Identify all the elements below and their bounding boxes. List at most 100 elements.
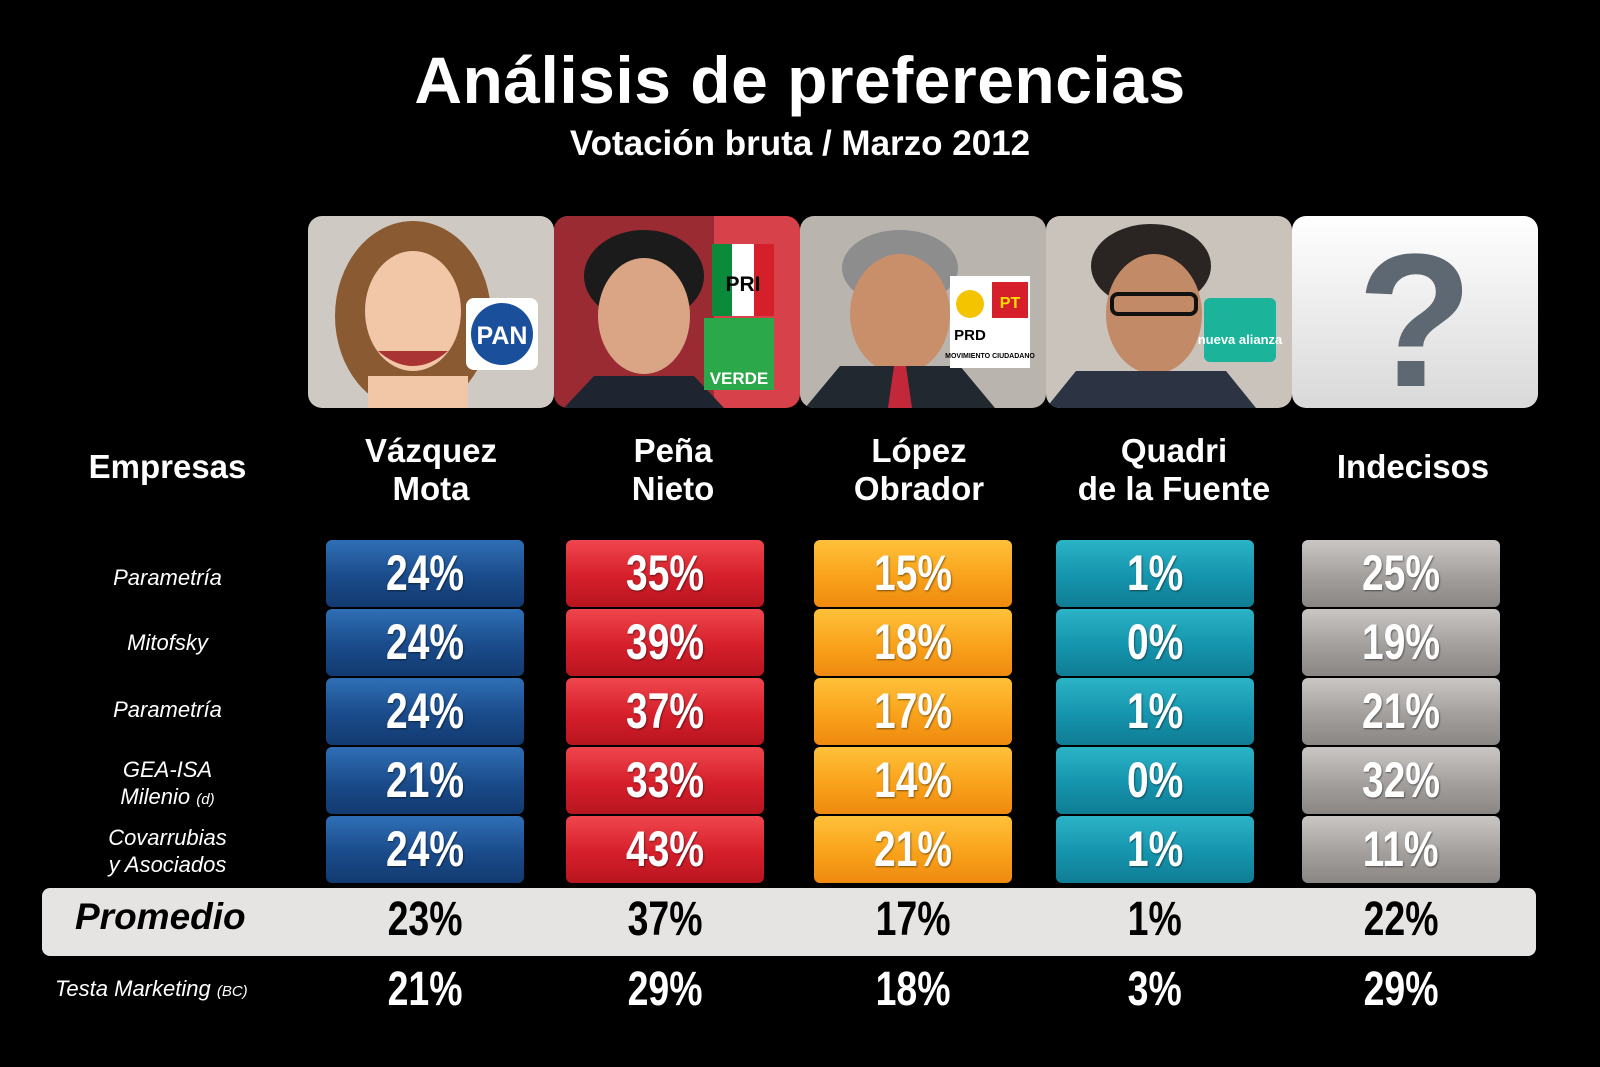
candidate-photo-pena-nieto: PRI VERDE xyxy=(554,216,800,408)
average-row xyxy=(42,888,1536,956)
poll-cell: 43% xyxy=(566,816,764,883)
poll-value: 21% xyxy=(873,821,953,877)
pan-logo-icon: PAN xyxy=(466,298,538,370)
poll-value: 43% xyxy=(625,821,705,877)
candidate-header-lopez-obrador: López Obrador xyxy=(806,432,1032,508)
poll-cell: 1% xyxy=(1056,540,1254,607)
party-logo-label: VERDE xyxy=(710,369,769,388)
candidate-header-quadri: Quadri de la Fuente xyxy=(1046,432,1302,508)
poll-cell: 32% xyxy=(1302,747,1500,814)
company-label: GEA-ISA Milenio (d) xyxy=(120,757,215,809)
candidate-name-line1: Peña xyxy=(633,432,713,469)
poll-value: 11% xyxy=(1363,821,1439,877)
nueva-alianza-logo-icon: nueva alianza xyxy=(1198,298,1283,362)
candidate-photo-lopez-obrador: PRD PT MOVIMIENTO CIUDADANO xyxy=(800,216,1046,408)
party-logo-label: PAN xyxy=(477,322,528,350)
verde-logo-icon: VERDE xyxy=(704,318,774,390)
candidate-header-indecisos: Indecisos xyxy=(1300,448,1526,486)
poll-cell: 0% xyxy=(1056,747,1254,814)
poll-cell: 39% xyxy=(566,609,764,676)
poll-cell: 24% xyxy=(326,540,524,607)
average-value: 22% xyxy=(1363,893,1439,946)
company-label: Parametría xyxy=(113,565,222,590)
poll-cell: 1% xyxy=(1056,678,1254,745)
poll-cell: 21% xyxy=(326,747,524,814)
poll-value: 1% xyxy=(1126,683,1184,739)
poll-cell: 17% xyxy=(814,678,1012,745)
candidate-name-line1: Quadri xyxy=(1120,432,1228,469)
testa-value: 3% xyxy=(1127,963,1183,1016)
undecided-tile: ? xyxy=(1292,216,1538,408)
average-value: 1% xyxy=(1127,893,1183,946)
chart-subtitle: Votación bruta / Marzo 2012 xyxy=(569,124,1031,163)
party-logo-label: MOVIMIENTO CIUDADANO xyxy=(945,353,1035,360)
candidate-name-line2: Nieto xyxy=(631,470,715,507)
average-label: Promedio xyxy=(75,896,246,937)
party-logo-label: PRD xyxy=(954,327,986,344)
poll-value: 21% xyxy=(1361,683,1441,739)
poll-value: 19% xyxy=(1361,614,1441,670)
poll-value: 0% xyxy=(1126,614,1184,670)
average-value: 17% xyxy=(875,893,951,946)
poll-value: 18% xyxy=(873,614,953,670)
party-logo-label: PT xyxy=(1000,295,1021,312)
company-label: Mitofsky xyxy=(127,630,208,655)
poll-value: 24% xyxy=(385,545,465,601)
poll-cell: 35% xyxy=(566,540,764,607)
poll-value: 14% xyxy=(873,752,953,808)
party-logo-label: PRI xyxy=(725,273,760,296)
testa-value: 21% xyxy=(387,963,463,1016)
poll-cell: 25% xyxy=(1302,540,1500,607)
poll-value: 0% xyxy=(1126,752,1184,808)
average-value: 37% xyxy=(627,893,703,946)
poll-cell: 11% xyxy=(1302,816,1500,883)
poll-cell: 19% xyxy=(1302,609,1500,676)
candidate-photo-quadri: nueva alianza xyxy=(1046,216,1292,408)
company-label: Covarrubias y Asociados xyxy=(108,825,227,877)
poll-value: 35% xyxy=(625,545,705,601)
poll-cell: 0% xyxy=(1056,609,1254,676)
candidate-name-line2: Mota xyxy=(392,470,470,507)
poll-cell: 18% xyxy=(814,609,1012,676)
party-logo-label: nueva alianza xyxy=(1198,332,1283,347)
poll-cell: 24% xyxy=(326,678,524,745)
poll-value: 24% xyxy=(385,683,465,739)
companies-header: Empresas xyxy=(88,448,247,485)
pri-logo-icon: PRI xyxy=(712,244,774,316)
poll-value: 15% xyxy=(873,545,953,601)
testa-value: 29% xyxy=(627,963,703,1016)
chart-title: Análisis de preferencias xyxy=(414,43,1186,117)
candidate-name-line1: Indecisos xyxy=(1336,448,1490,485)
candidate-header-vazquez-mota: Vázquez Mota xyxy=(318,432,544,508)
question-mark-icon: ? xyxy=(1357,216,1473,408)
poll-cell: 14% xyxy=(814,747,1012,814)
poll-cell: 21% xyxy=(1302,678,1500,745)
poll-value: 39% xyxy=(625,614,705,670)
company-label: Parametría xyxy=(113,697,222,722)
poll-cell: 15% xyxy=(814,540,1012,607)
poll-cell: 1% xyxy=(1056,816,1254,883)
candidate-header-pena-nieto: Peña Nieto xyxy=(560,432,786,508)
poll-value: 21% xyxy=(385,752,465,808)
poll-value: 1% xyxy=(1126,821,1184,877)
poll-value: 33% xyxy=(625,752,705,808)
poll-value: 24% xyxy=(385,821,465,877)
candidate-name-line1: Vázquez xyxy=(364,432,498,469)
poll-cell: 24% xyxy=(326,609,524,676)
candidate-name-line2: de la Fuente xyxy=(1077,470,1271,507)
poll-value: 1% xyxy=(1126,545,1184,601)
candidate-name-line1: López xyxy=(871,432,967,469)
poll-cell: 24% xyxy=(326,816,524,883)
testa-value: 18% xyxy=(875,963,951,1016)
poll-value: 24% xyxy=(385,614,465,670)
poll-cell: 37% xyxy=(566,678,764,745)
poll-value: 25% xyxy=(1361,545,1441,601)
poll-cell: 33% xyxy=(566,747,764,814)
poll-value: 37% xyxy=(625,683,705,739)
testa-value: 29% xyxy=(1363,963,1439,1016)
candidate-photo-vazquez-mota: PAN xyxy=(308,216,554,408)
prd-pt-mc-logo-icon: PRD PT MOVIMIENTO CIUDADANO xyxy=(945,276,1035,368)
poll-value: 32% xyxy=(1361,752,1441,808)
poll-value: 17% xyxy=(873,683,953,739)
average-value: 23% xyxy=(387,893,463,946)
